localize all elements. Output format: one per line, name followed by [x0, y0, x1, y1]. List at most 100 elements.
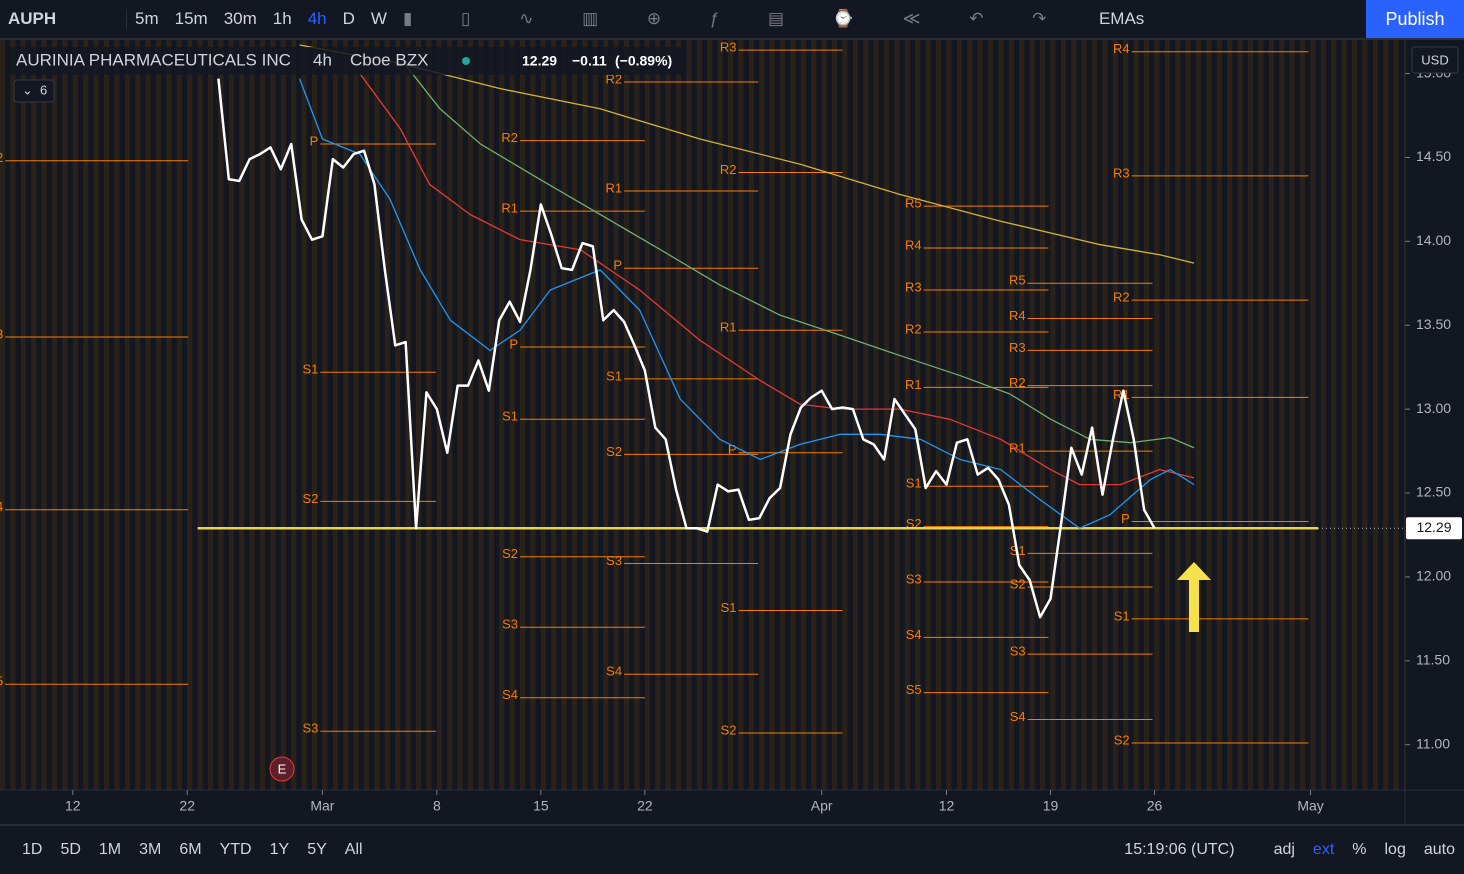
interval-button[interactable]: 5m [135, 9, 159, 28]
range-button[interactable]: 3M [139, 841, 162, 858]
interval-button[interactable]: W [370, 9, 387, 28]
pivot-label: R2 [905, 321, 922, 336]
option-button[interactable]: ext [1312, 841, 1335, 858]
range-button[interactable]: 5Y [307, 841, 327, 858]
y-tick-label: 14.00 [1416, 232, 1451, 248]
clock: 15:19:06 (UTC) [1124, 841, 1235, 858]
y-tick-label: 11.50 [1416, 652, 1450, 668]
range-button[interactable]: 5D [60, 841, 81, 858]
chart: 12 22 Mar 8 15 22 Apr 12 19 26 May 11.00 11.50 12.00 1… [0, 40, 1464, 824]
legend-name: AURINIA PHARMACEUTICALS INC [16, 50, 291, 69]
pivot-label: R3 [905, 279, 922, 294]
pivot-label: P [613, 258, 622, 273]
option-button[interactable]: % [1352, 841, 1367, 858]
range-button[interactable]: 1M [98, 841, 122, 858]
pivot-label: P [728, 442, 737, 457]
legend-change-pct: (−0.89%) [615, 53, 672, 69]
indicator-count: 6 [40, 82, 47, 97]
indicator-toggle[interactable] [13, 79, 55, 103]
x-tick-label: 26 [1147, 798, 1163, 814]
pivot-label: S2 [302, 491, 318, 506]
price-series [217, 78, 1156, 619]
x-tick-label: 19 [1043, 798, 1059, 814]
pivot-label: R1 [501, 201, 518, 216]
legend-exchange: Cboe BZX [350, 50, 428, 69]
currency-box [1411, 46, 1459, 74]
pivot-label: S2 [0, 150, 3, 165]
pivot-label: S2 [1114, 732, 1130, 747]
pivot-label: R3 [1009, 340, 1026, 355]
pivot-label: R2 [1113, 290, 1130, 305]
pivot-label: R4 [1113, 41, 1130, 56]
interval-button[interactable]: 1h [272, 9, 292, 28]
chevron: ⌄ [22, 82, 33, 97]
y-tick-label: 11.00 [1416, 735, 1450, 751]
pivot-label: S1 [606, 368, 622, 383]
pivot-label: S5 [906, 682, 922, 697]
y-tick-label: 12.50 [1416, 484, 1451, 500]
ema-line [359, 73, 1195, 486]
pivot-label: R4 [1009, 308, 1026, 323]
pivot-label: S1 [302, 362, 318, 377]
bottom-bar: 1D 5D 1M 3M 6M YTD 1Y 5Y All 15:19:06 (UTC) adj ext… [0, 824, 1464, 874]
legend-bg [8, 47, 684, 75]
legend-change: −0.11 [572, 53, 607, 69]
range-button[interactable]: 1Y [269, 841, 290, 858]
pivot-label: S4 [502, 687, 518, 702]
pivot-label: R2 [1009, 375, 1026, 390]
x-tick-label: 8 [433, 798, 441, 814]
pivot-label: R2 [605, 71, 622, 86]
x-tick-label: 22 [637, 798, 653, 814]
y-tick-label: 12.00 [1416, 568, 1451, 584]
last-price-label: 12.29 [1416, 519, 1451, 535]
session-background [0, 40, 1405, 790]
option-button[interactable]: log [1384, 841, 1406, 858]
pivot-label: R2 [720, 162, 737, 177]
x-tick-label: Apr [811, 798, 833, 814]
range-button[interactable]: 6M [179, 841, 202, 858]
range-button[interactable]: YTD [219, 841, 252, 858]
range-button[interactable]: All [344, 841, 363, 858]
pivot-label: R5 [1009, 273, 1026, 288]
option-button[interactable]: auto [1423, 841, 1455, 858]
pivot-label: S3 [606, 553, 622, 568]
option-button[interactable]: adj [1273, 841, 1295, 858]
range-button[interactable]: 1D [22, 841, 43, 858]
pivot-label: S3 [502, 617, 518, 632]
pivot-label: S2 [502, 546, 518, 561]
pivot-label: S2 [1010, 576, 1026, 591]
x-tick-label: 15 [533, 798, 549, 814]
pivot-label: R3 [1113, 165, 1130, 180]
pivot-label: P [1121, 511, 1130, 526]
annotation-arrow [1177, 562, 1211, 632]
publish-button[interactable]: Publish [1366, 0, 1464, 38]
interval-button[interactable]: 4h [307, 9, 327, 28]
x-tick-label: 22 [179, 798, 195, 814]
y-tick-label: 14.50 [1416, 148, 1451, 164]
ema-line [399, 58, 1195, 449]
pivot-label: S3 [0, 326, 3, 341]
earnings-marker[interactable] [269, 756, 295, 782]
symbol[interactable]: AUPH [0, 9, 127, 29]
ema-line [298, 78, 1195, 529]
pivot-label: R4 [905, 237, 922, 252]
earnings-label: E [278, 761, 287, 776]
x-tick-label: May [1297, 798, 1323, 814]
pivot-label: R3 [720, 40, 737, 55]
market-status [462, 57, 470, 65]
pivot-label: S4 [0, 499, 3, 514]
pivot-label: S4 [606, 664, 622, 679]
toolbar: AUPH 5m 15m 30m 1h 4h D W ▮ ▯ ∿ ▥ ⊕ ƒ ▤ ⌚ ≪ ↶ ↷ E… [0, 0, 1464, 40]
plot: 12 22 Mar 8 15 22 Apr 12 19 26 May 11.00 11.50 12.00 1… [0, 40, 1462, 814]
indicators[interactable]: EMAs [1098, 9, 1145, 28]
interval-button[interactable]: D [342, 9, 355, 28]
pivot-label: S1 [1114, 608, 1130, 623]
x-tick-label: 12 [939, 798, 955, 814]
tool-icons[interactable]: ▮ ▯ ∿ ▥ ⊕ ƒ ▤ ⌚ ≪ ↶ ↷ [402, 9, 1069, 28]
pivot-label: S3 [302, 721, 318, 736]
interval-button[interactable]: 30m [223, 9, 257, 28]
interval-button[interactable]: 15m [174, 9, 208, 28]
pivot-label: S1 [502, 409, 518, 424]
x-tick-label: 12 [65, 798, 81, 814]
